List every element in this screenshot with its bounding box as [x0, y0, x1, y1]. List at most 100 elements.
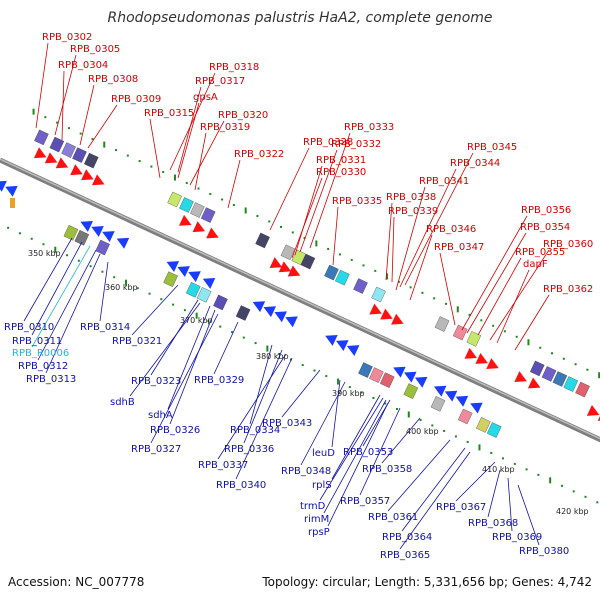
forward-leader-line: [514, 294, 550, 351]
forward-gene-label: RPB_0320: [218, 110, 268, 121]
reverse-gene-label: rplS: [312, 480, 332, 491]
scale-tick: [162, 171, 165, 174]
scale-tick: [303, 236, 306, 239]
reverse-gene-label: RPB_0353: [343, 447, 393, 458]
reverse-gene-arrow: [188, 271, 201, 283]
forward-gene-arrow: [514, 371, 527, 383]
forward-leader-line: [61, 70, 65, 141]
reverse-gene-label: RPB_0321: [112, 336, 162, 347]
scale-tick: [515, 335, 518, 338]
forward-gene-label: gpsA: [193, 92, 218, 103]
reverse-gene-label: sdhB: [110, 397, 135, 408]
scale-tick: [431, 424, 434, 427]
reverse-gene-arrow: [433, 385, 447, 397]
forward-gene-box: [72, 147, 87, 163]
reverse-gene-box: [63, 225, 79, 241]
reverse-leader-line: [23, 237, 73, 322]
scale-kbp-label: 390 kbp: [332, 389, 365, 398]
forward-gene-label: RPB_0309: [111, 94, 161, 105]
forward-gene-label: RPB_0335: [332, 196, 382, 207]
forward-leader-line: [399, 168, 457, 288]
forward-gene-box: [335, 269, 350, 286]
forward-gene-box: [466, 331, 482, 347]
reverse-leader-line: [359, 407, 401, 496]
scale-tick: [148, 292, 151, 295]
rna-gene-box: [10, 198, 15, 208]
scale-tick: [91, 138, 94, 141]
reverse-gene-label: RPB_0313: [26, 374, 76, 385]
forward-gene-arrow: [55, 157, 69, 169]
reverse-leader-line: [331, 379, 341, 448]
scale-tick: [598, 372, 600, 379]
scale-tick: [280, 225, 283, 228]
reverse-leader-line: [99, 261, 109, 322]
forward-gene-label: RPB_0339: [388, 206, 438, 217]
scale-tick: [221, 198, 224, 201]
reverse-leader-line: [167, 305, 211, 410]
forward-leader-line: [409, 234, 433, 301]
forward-gene-box: [61, 142, 76, 158]
scale-tick: [30, 237, 33, 240]
forward-leader-line: [87, 104, 118, 149]
forward-gene-arrow: [380, 308, 393, 320]
scale-tick: [138, 160, 141, 163]
reverse-gene-label: RPB_0340: [216, 480, 266, 491]
forward-gene-box: [84, 152, 99, 169]
forward-gene-box: [452, 324, 468, 341]
reverse-leader-line: [45, 253, 101, 374]
scale-tick: [126, 154, 129, 157]
forward-gene-arrow: [369, 303, 382, 315]
reverse-gene-box: [476, 417, 491, 433]
scale-tick: [444, 302, 447, 305]
reverse-gene-arrow: [274, 311, 287, 323]
scale-tick: [443, 429, 446, 432]
forward-gene-arrow: [70, 164, 83, 176]
forward-gene-label: RPB_0317: [195, 76, 245, 87]
reverse-gene-label: RPB_0369: [492, 532, 542, 543]
forward-gene-arrow: [464, 347, 478, 359]
scale-tick: [456, 306, 459, 313]
scale-tick: [560, 484, 563, 487]
reverse-gene-label: RPB_0312: [18, 361, 68, 372]
forward-gene-label: RPB_0331: [316, 155, 366, 166]
scale-tick: [537, 473, 540, 476]
scale-tick: [315, 240, 318, 247]
forward-leader-line: [194, 132, 207, 191]
forward-gene-arrow: [287, 265, 301, 277]
forward-leader-line: [189, 120, 225, 186]
forward-gene-label: RPB_0344: [450, 158, 500, 169]
scale-tick: [350, 258, 353, 261]
reverse-gene-arrow: [336, 340, 349, 351]
scale-kbp-label: 420 kbp: [556, 507, 589, 516]
scale-tick: [79, 132, 82, 135]
scale-tick: [266, 345, 269, 352]
scale-tick: [291, 231, 294, 234]
reverse-gene-label: RPB_0311: [12, 336, 62, 347]
scale-tick: [77, 259, 80, 262]
forward-gene-label: RPB_0356: [521, 205, 571, 216]
forward-gene-box: [324, 264, 339, 281]
reverse-gene-box: [403, 383, 419, 399]
scale-tick: [374, 269, 377, 272]
scale-tick: [362, 264, 365, 267]
scale-tick: [513, 462, 516, 465]
scale-kbp-label: 370 kbp: [180, 316, 213, 325]
reverse-gene-box: [430, 396, 446, 412]
scale-tick: [574, 363, 577, 366]
reverse-gene-arrow: [102, 231, 115, 242]
forward-gene-label: RPB_0362: [543, 284, 593, 295]
reverse-leader-line: [31, 241, 83, 336]
rna-gene-label: RPB_R0006: [12, 348, 69, 359]
scale-tick: [348, 386, 351, 389]
tick-layer: [7, 108, 600, 504]
scale-tick: [101, 270, 104, 273]
forward-gene-arrow: [269, 257, 283, 268]
reverse-gene-box: [457, 408, 473, 425]
forward-leader-line: [269, 147, 310, 231]
reverse-gene-label: rimM: [304, 514, 329, 525]
scale-tick: [384, 402, 387, 405]
scale-kbp-label: 380 kbp: [256, 352, 289, 361]
scale-tick: [103, 141, 106, 148]
forward-leader-line: [54, 54, 77, 136]
